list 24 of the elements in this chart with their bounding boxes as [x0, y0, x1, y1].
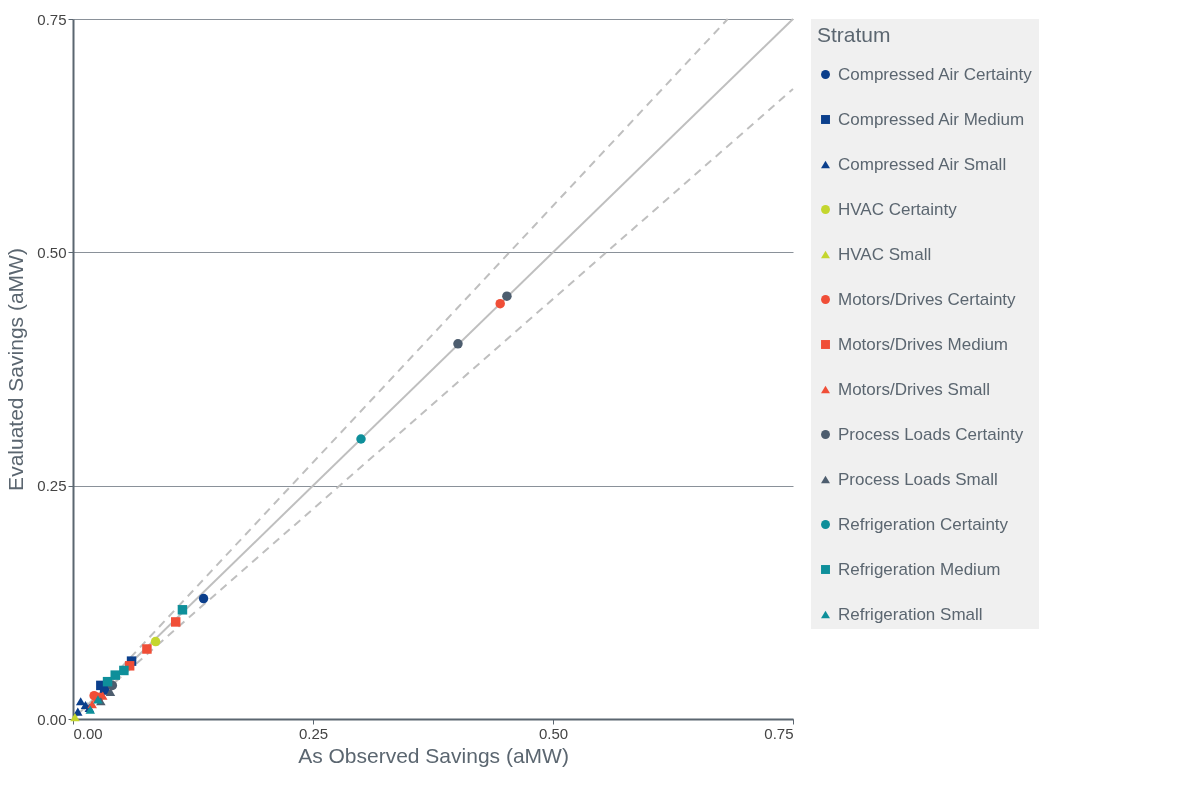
x-tick-label: 0.50: [538, 724, 569, 742]
legend-label: Refrigeration Certainty: [838, 514, 1009, 534]
legend-label: Motors/Drives Small: [838, 379, 991, 399]
legend-label: HVAC Small: [838, 244, 932, 264]
y-axis-title: Evaluated Savings (aMW): [4, 248, 28, 491]
legend-label: Refrigeration Small: [838, 604, 983, 624]
x-tick-label: 0.75: [764, 724, 794, 742]
legend-label: Process Loads Small: [838, 469, 998, 489]
legend-label: Motors/Drives Certainty: [838, 289, 1017, 309]
x-tick-label: 0.00: [73, 724, 103, 742]
y-tick-label: 0.00: [37, 710, 67, 728]
y-tick-label: 0.50: [37, 243, 67, 261]
legend-label: Refrigeration Medium: [838, 559, 1001, 579]
legend-label: Compressed Air Certainty: [838, 64, 1033, 84]
y-tick-label: 0.25: [37, 477, 67, 495]
legend-label: Process Loads Certainty: [838, 424, 1024, 444]
x-axis-title: As Observed Savings (aMW): [298, 743, 569, 767]
legend-label: HVAC Certainty: [838, 199, 958, 219]
legend-label: Compressed Air Medium: [838, 109, 1025, 129]
legend-label: Compressed Air Small: [838, 154, 1007, 174]
x-tick-label: 0.25: [298, 724, 329, 742]
legend-label: Motors/Drives Medium: [838, 334, 1009, 354]
legend-title: Stratum: [817, 23, 891, 46]
y-tick-label: 0.75: [37, 10, 67, 28]
